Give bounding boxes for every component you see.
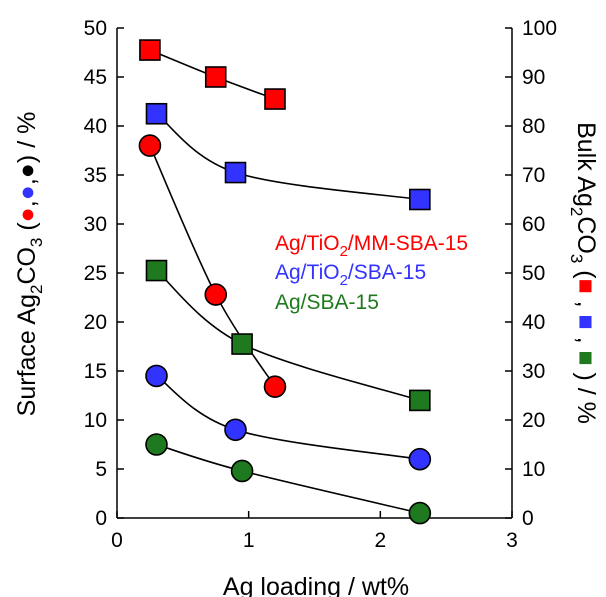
circle-marker-s3-p0 [138,134,162,157]
y-right-tick-label: 90 [522,66,545,89]
y-left-tick-label: 50 [84,17,107,40]
y-left-tick-label: 35 [84,164,107,187]
circle-marker-s4-p2 [408,447,432,471]
x-tick-label: 1 [243,529,255,552]
axis-ticks: 0510152025303540455001020304050607080901… [84,17,557,552]
y-right-tick-label: 0 [522,507,534,530]
y-right-tick-label: 80 [522,115,545,138]
circle-marker-s3-p1 [204,283,228,306]
y-right-tick-label: 70 [522,164,545,187]
x-tick-label: 2 [374,529,386,552]
y-right-axis-title: Bulk Ag2CO3 (■ , ■ , ■ ) / % [567,122,600,424]
square-marker-s2-p0 [145,259,168,282]
legend-entry-ag-sba-15: Ag/SBA-15 [275,291,379,314]
circle-marker-s5-p0 [145,433,168,456]
y-right-tick-label: 60 [522,213,545,236]
circle-marker-s5-p2 [408,501,432,525]
x-tick-label: 0 [111,529,123,552]
circle-marker-s3-p2 [263,375,287,398]
x-axis-title: Ag loading / wt% [223,573,409,597]
square-marker-s2-p2 [409,389,431,412]
y-right-tick-label: 100 [522,17,557,40]
circle-marker-s4-p1 [224,418,247,442]
y-right-tick-label: 20 [522,409,545,432]
square-marker-s0-p0 [139,39,161,61]
y-right-tick-label: 30 [522,360,545,383]
y-left-tick-label: 0 [95,507,107,530]
y-left-tick-label: 15 [84,360,107,383]
circle-marker-s5-p1 [230,459,254,483]
y-left-tick-label: 25 [84,262,107,285]
legend-entry-ag-tio2-sba-15: Ag/TiO2/SBA-15 [275,261,426,289]
y-left-tick-label: 40 [84,115,107,138]
y-left-tick-label: 30 [84,213,107,236]
y-right-tick-label: 10 [522,458,545,481]
y-left-tick-label: 10 [84,409,107,432]
square-marker-s0-p1 [204,66,227,88]
y-left-axis-title: Surface Ag2CO3 (●,●,●) / % [13,112,46,417]
y-left-tick-label: 20 [84,311,107,334]
x-tick-label: 3 [506,529,518,552]
square-marker-s1-p1 [224,161,247,184]
square-marker-s2-p1 [231,333,253,355]
square-marker-s1-p0 [145,102,168,125]
y-left-tick-label: 5 [95,458,107,481]
square-marker-s1-p2 [409,188,431,211]
data-points [138,39,432,525]
trend-line-1 [156,113,420,201]
y-right-tick-label: 40 [522,311,545,334]
legend-entry-ag-tio2-mm-sba-15: Ag/TiO2/MM-SBA-15 [275,232,468,260]
y-right-tick-label: 50 [522,262,545,285]
circle-marker-s4-p0 [145,364,168,388]
y-left-tick-label: 45 [84,66,107,89]
square-marker-s0-p2 [264,88,286,110]
